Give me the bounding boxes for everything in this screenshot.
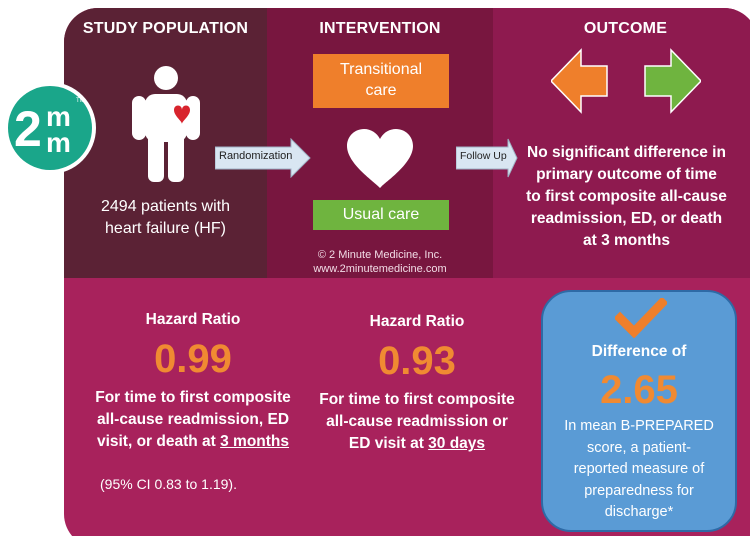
outcome-panel: OUTCOME No significant difference in pri… xyxy=(493,8,750,278)
randomization-label: Randomization xyxy=(219,150,293,162)
logo-trademark: TM xyxy=(76,98,85,104)
hr-mid-line-1: For time to first composite xyxy=(319,391,515,408)
hr-left-line-3: visit, or death at 3 months xyxy=(88,431,298,453)
usual-care-box: Usual care xyxy=(313,200,449,230)
transitional-line-2: care xyxy=(365,82,397,99)
checkmark-icon xyxy=(615,298,667,338)
study-line-1: 2494 patients with xyxy=(101,198,230,215)
difference-value: 2.65 xyxy=(600,368,678,412)
confidence-interval: (95% CI 0.83 to 1.19). xyxy=(100,476,237,492)
difference-description: In mean B-PREPARED score, a patient- rep… xyxy=(551,416,727,524)
difference-title: Difference of xyxy=(591,343,687,360)
2-minute-medicine-logo: 2 m m TM xyxy=(4,82,96,174)
logo-m-bottom-glyph: m xyxy=(46,127,71,158)
hazard-ratio-30-days: Hazard Ratio 0.93 For time to first comp… xyxy=(312,313,522,455)
follow-up-arrow: Follow Up xyxy=(456,138,518,178)
heart-icon xyxy=(347,129,413,188)
hazard-ratio-title: Hazard Ratio xyxy=(369,313,465,330)
hazard-ratio-description: For time to first composite all-cause re… xyxy=(312,389,522,455)
study-population-description: 2494 patients with heart failure (HF) xyxy=(64,196,267,240)
hr-mid-line-3: ED visit at 30 days xyxy=(312,433,522,455)
outcome-line-3: to first composite all-cause xyxy=(526,188,727,205)
difference-line-2: score, a patient- xyxy=(587,439,691,456)
randomization-arrow: Randomization xyxy=(215,138,311,178)
hr-mid-line-3-prefix: ED visit at xyxy=(348,435,429,452)
outcome-line-4: readmission, ED, or death xyxy=(530,210,723,227)
patient-heart-icon xyxy=(132,66,200,182)
intervention-panel: INTERVENTION Transitional care Usual car… xyxy=(267,8,493,278)
study-line-2: heart failure (HF) xyxy=(105,220,226,237)
difference-line-3: reported measure of xyxy=(573,461,705,477)
hazard-ratio-description: For time to first composite all-cause re… xyxy=(88,387,298,453)
logo-2-glyph: 2 xyxy=(14,101,42,157)
hr-left-line-2: all-cause readmission, ED xyxy=(96,411,290,428)
summary-row: STUDY POPULATION 2494 patients with hear… xyxy=(64,8,750,278)
difference-box: Difference of 2.65 In mean B-PREPARED sc… xyxy=(541,290,737,532)
arrow-right-icon xyxy=(456,138,518,178)
transitional-line-1: Transitional xyxy=(339,61,423,78)
hazard-ratio-value: 0.93 xyxy=(378,339,456,383)
follow-up-label: Follow Up xyxy=(460,150,507,162)
outcome-heading: OUTCOME xyxy=(583,20,668,37)
hr-mid-line-2: all-cause readmission or xyxy=(326,413,508,430)
logo-m-top-glyph: m xyxy=(46,101,71,132)
outcome-arrows-icon xyxy=(551,48,701,114)
hr-left-timepoint: 3 months xyxy=(220,433,290,450)
outcome-summary: No significant difference in primary out… xyxy=(505,142,748,252)
study-population-panel: STUDY POPULATION 2494 patients with hear… xyxy=(64,8,267,278)
transitional-care-box: Transitional care xyxy=(313,54,449,108)
difference-line-1: In mean B-PREPARED xyxy=(564,418,714,434)
difference-line-4: preparedness for xyxy=(584,482,694,499)
outcome-line-2: primary outcome of time xyxy=(536,166,717,183)
difference-line-5: discharge* xyxy=(604,504,674,520)
infographic-card: STUDY POPULATION 2494 patients with hear… xyxy=(64,8,750,536)
hr-left-line-1: For time to first composite xyxy=(95,389,291,406)
study-population-heading: STUDY POPULATION xyxy=(82,20,249,37)
hazard-ratio-3-months: Hazard Ratio 0.99 For time to first comp… xyxy=(88,311,298,453)
hazard-ratio-title: Hazard Ratio xyxy=(145,311,241,328)
intervention-heading: INTERVENTION xyxy=(319,20,441,37)
hazard-ratio-value: 0.99 xyxy=(154,337,232,381)
copyright-line-1: © 2 Minute Medicine, Inc. xyxy=(317,249,443,261)
arrow-right-icon xyxy=(215,138,311,178)
copyright-notice: © 2 Minute Medicine, Inc. www.2minutemed… xyxy=(267,248,493,276)
copyright-url: www.2minutemedicine.com xyxy=(313,263,447,275)
hr-mid-timepoint: 30 days xyxy=(428,435,486,452)
outcome-line-1: No significant difference in xyxy=(527,144,726,161)
outcome-line-5: at 3 months xyxy=(583,232,670,249)
hr-left-line-3-prefix: visit, or death at xyxy=(96,433,221,450)
